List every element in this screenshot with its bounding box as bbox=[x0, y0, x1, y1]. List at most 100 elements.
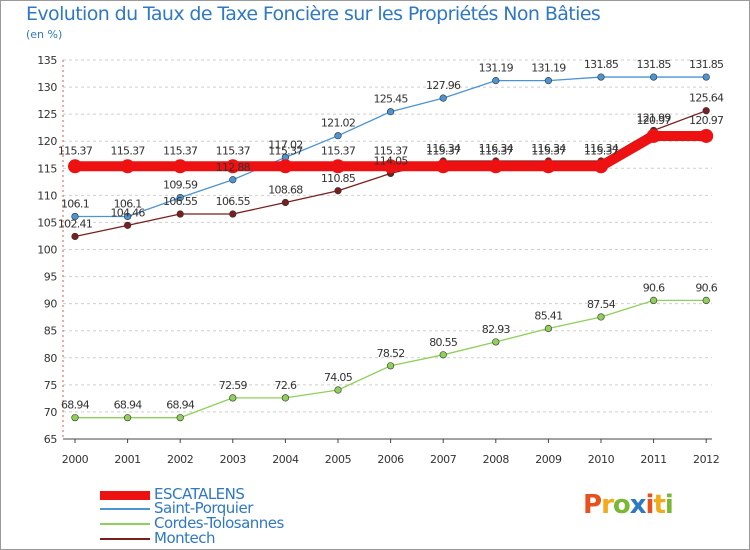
data-label-saint-porquier: 127.96 bbox=[426, 79, 461, 92]
data-label-cordes-tolosannes: 68.94 bbox=[166, 399, 195, 412]
data-point-escatalens bbox=[173, 159, 188, 174]
y-tick-label: 135 bbox=[37, 54, 57, 67]
data-label-escatalens: 115.37 bbox=[110, 144, 145, 157]
legend-swatch bbox=[100, 523, 150, 525]
data-point-saint-porquier bbox=[71, 212, 79, 221]
data-point-montech bbox=[702, 107, 710, 115]
data-point-cordes-tolosannes bbox=[702, 296, 710, 304]
data-label-cordes-tolosannes: 68.94 bbox=[61, 399, 90, 412]
data-point-escatalens bbox=[68, 159, 82, 174]
data-point-saint-porquier bbox=[123, 212, 132, 221]
x-tick-label: 2002 bbox=[167, 453, 193, 466]
data-label-montech: 104.46 bbox=[110, 206, 145, 219]
y-tick-label: 130 bbox=[37, 81, 57, 94]
data-point-cordes-tolosannes bbox=[492, 338, 500, 346]
data-label-escatalens: 115.37 bbox=[58, 144, 93, 157]
data-label-escatalens: 115.37 bbox=[479, 144, 514, 157]
data-point-escatalens bbox=[331, 159, 345, 174]
y-tick-label: 110 bbox=[37, 189, 57, 202]
data-label-montech: 116.34 bbox=[531, 142, 566, 155]
data-label-montech: 102.41 bbox=[58, 217, 92, 230]
data-label-cordes-tolosannes: 90.6 bbox=[695, 281, 717, 294]
x-tick-label: 2003 bbox=[220, 453, 247, 466]
data-point-cordes-tolosannes bbox=[387, 362, 395, 370]
data-point-saint-porquier bbox=[439, 94, 447, 102]
data-label-montech: 106.55 bbox=[216, 195, 251, 208]
data-label-cordes-tolosannes: 78.52 bbox=[377, 347, 405, 360]
x-tick-label: 2006 bbox=[377, 453, 404, 466]
data-label-saint-porquier: 131.85 bbox=[689, 58, 724, 71]
y-tick-label: 120 bbox=[37, 135, 57, 148]
data-point-escatalens bbox=[541, 159, 556, 174]
y-tick-label: 75 bbox=[44, 379, 58, 392]
legend-swatch bbox=[100, 508, 150, 510]
legend-label: Montech bbox=[154, 529, 216, 547]
data-point-escatalens bbox=[436, 159, 451, 174]
data-point-cordes-tolosannes bbox=[176, 414, 184, 422]
data-point-cordes-tolosannes bbox=[334, 386, 342, 394]
data-point-escatalens bbox=[646, 128, 661, 143]
data-label-cordes-tolosannes: 87.54 bbox=[587, 298, 616, 311]
x-tick-label: 2007 bbox=[430, 453, 457, 466]
data-label-saint-porquier: 106.1 bbox=[114, 197, 142, 210]
data-point-montech bbox=[281, 198, 290, 207]
data-point-escatalens bbox=[594, 159, 608, 174]
x-tick-label: 2001 bbox=[114, 453, 140, 466]
data-label-escatalens: 120.97 bbox=[689, 114, 724, 127]
data-label-cordes-tolosannes: 72.6 bbox=[275, 379, 297, 392]
y-tick-label: 65 bbox=[44, 433, 58, 446]
data-point-escatalens bbox=[699, 128, 714, 143]
data-point-cordes-tolosannes bbox=[229, 394, 237, 402]
legend-label: Saint-Porquier bbox=[154, 499, 253, 517]
data-label-saint-porquier: 112.88 bbox=[216, 161, 251, 174]
x-tick-label: 2004 bbox=[272, 453, 299, 466]
data-label-escatalens: 115.37 bbox=[216, 144, 251, 157]
data-point-saint-porquier bbox=[544, 77, 553, 85]
y-tick-label: 100 bbox=[37, 244, 57, 257]
data-label-saint-porquier: 106.1 bbox=[61, 197, 89, 210]
data-point-saint-porquier bbox=[492, 77, 500, 85]
legend-label: Cordes-Tolosannes bbox=[154, 514, 284, 532]
data-label-montech: 125.64 bbox=[689, 92, 724, 105]
data-label-cordes-tolosannes: 90.6 bbox=[643, 281, 665, 294]
data-label-montech: 116.34 bbox=[479, 142, 514, 155]
data-label-montech: 110.85 bbox=[321, 172, 356, 185]
data-label-montech: 121.99 bbox=[636, 111, 671, 124]
data-label-escatalens: 115.37 bbox=[163, 144, 198, 157]
data-label-escatalens: 115.37 bbox=[268, 144, 303, 157]
data-point-cordes-tolosannes bbox=[649, 296, 658, 304]
data-label-saint-porquier: 131.19 bbox=[479, 62, 514, 75]
data-point-escatalens bbox=[278, 159, 293, 174]
data-point-montech bbox=[229, 210, 237, 218]
y-tick-label: 85 bbox=[44, 325, 58, 338]
y-tick-label: 80 bbox=[44, 352, 58, 365]
data-label-montech: 106.55 bbox=[163, 195, 198, 208]
data-point-cordes-tolosannes bbox=[281, 394, 290, 402]
data-point-montech bbox=[334, 187, 342, 195]
data-label-saint-porquier: 109.59 bbox=[163, 179, 198, 192]
data-point-cordes-tolosannes bbox=[123, 414, 132, 422]
legend-swatch bbox=[100, 538, 150, 540]
data-label-montech: 116.34 bbox=[426, 142, 461, 155]
y-tick-label: 105 bbox=[37, 216, 57, 229]
data-point-escatalens bbox=[383, 159, 398, 174]
data-label-cordes-tolosannes: 68.94 bbox=[114, 399, 143, 412]
data-point-cordes-tolosannes bbox=[544, 324, 553, 333]
x-tick-label: 2005 bbox=[325, 453, 352, 466]
data-point-saint-porquier bbox=[649, 73, 658, 81]
data-point-saint-porquier bbox=[387, 108, 395, 116]
data-label-escatalens: 115.37 bbox=[321, 144, 356, 157]
data-label-montech: 114.05 bbox=[373, 154, 408, 167]
data-label-cordes-tolosannes: 82.93 bbox=[482, 323, 511, 336]
y-tick-label: 90 bbox=[44, 298, 58, 311]
x-tick-label: 2011 bbox=[640, 453, 666, 466]
data-point-saint-porquier bbox=[229, 176, 237, 184]
legend-swatch bbox=[100, 490, 150, 500]
y-tick-label: 125 bbox=[37, 108, 57, 121]
data-point-saint-porquier bbox=[176, 193, 184, 202]
data-label-cordes-tolosannes: 80.55 bbox=[429, 336, 458, 349]
y-axis-unit: (en %) bbox=[26, 28, 63, 41]
data-label-escatalens: 115.37 bbox=[584, 144, 619, 157]
data-label-montech: 116.34 bbox=[584, 142, 619, 155]
